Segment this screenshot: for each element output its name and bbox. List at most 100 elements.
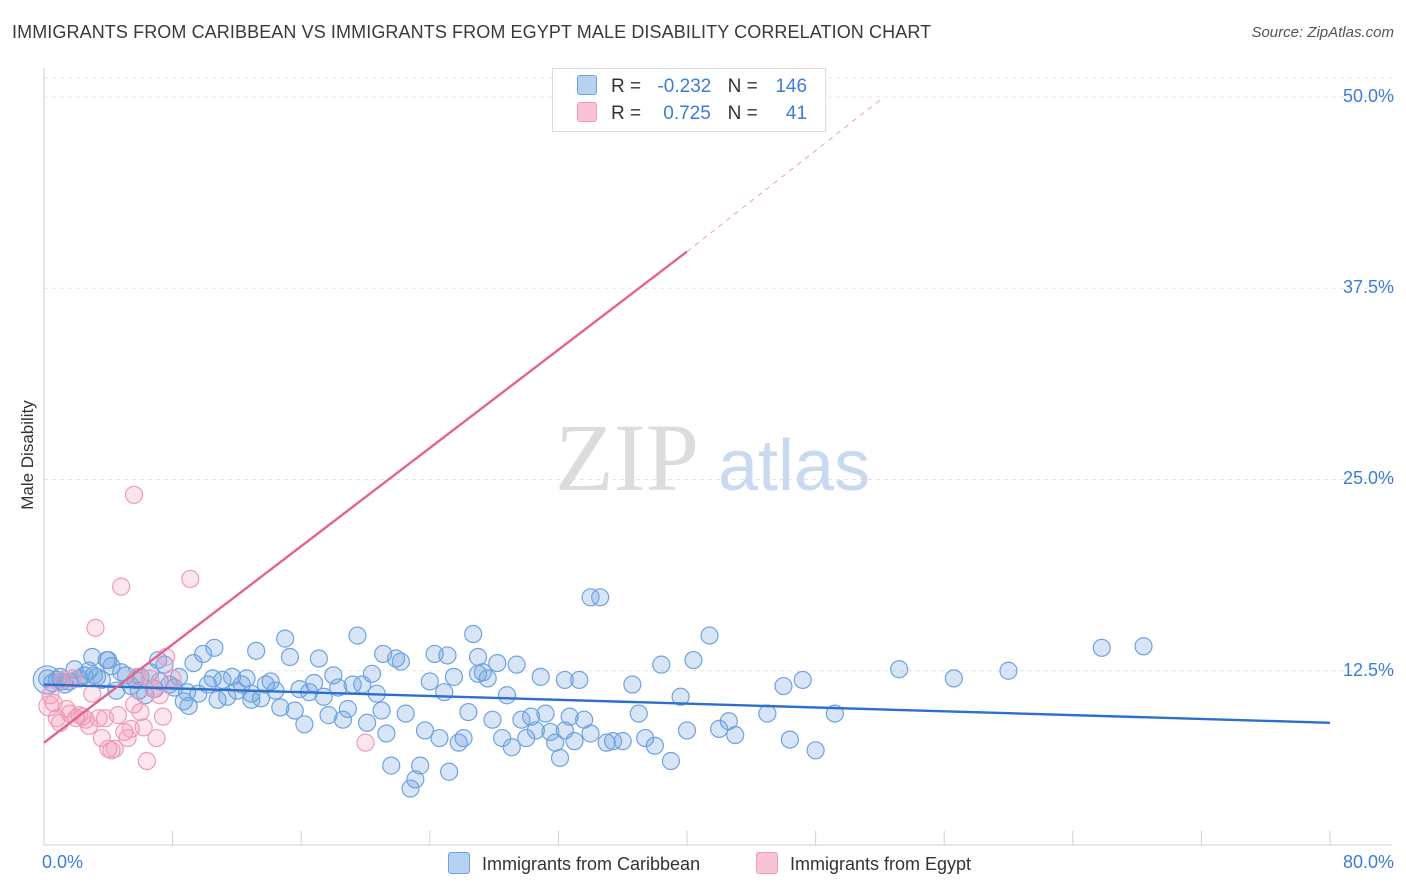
data-point-caribbean (362, 664, 382, 683)
data-point-caribbean (319, 706, 338, 725)
x-tick-label: 0.0% (42, 852, 84, 872)
data-point-caribbean (329, 678, 348, 697)
data-point-caribbean (636, 728, 655, 748)
data-point-caribbean (285, 701, 304, 720)
data-point-caribbean (372, 701, 391, 720)
data-point-caribbean (581, 588, 600, 607)
data-point-egypt (92, 728, 111, 748)
data-point-caribbean (222, 667, 242, 686)
data-point-caribbean (710, 719, 729, 738)
data-point-egypt (86, 618, 105, 638)
y-tick-label: 50.0% (1342, 86, 1394, 106)
data-point-caribbean (555, 670, 574, 690)
data-point-egypt (89, 709, 108, 728)
trend-line-egypt-extension (686, 99, 881, 253)
data-point-caribbean (396, 704, 415, 723)
data-point-caribbean (261, 672, 280, 691)
data-point-caribbean (677, 721, 697, 740)
data-point-caribbean (358, 713, 377, 732)
data-point-caribbean (613, 732, 632, 751)
legend-n-value: 41 (785, 103, 808, 124)
data-point-caribbean (890, 660, 909, 679)
data-point-egypt (112, 577, 131, 596)
data-point-caribbean (401, 779, 420, 798)
trend-line-caribbean (43, 683, 1331, 724)
data-point-caribbean (406, 770, 425, 789)
data-point-egypt (83, 684, 102, 703)
data-point-caribbean (684, 650, 703, 670)
data-point-caribbean (280, 647, 300, 667)
data-point-caribbean (374, 644, 393, 664)
data-point-caribbean (348, 626, 367, 645)
data-point-caribbean (488, 653, 507, 673)
data-point-caribbean (155, 655, 174, 674)
data-point-caribbean (536, 704, 555, 723)
data-point-caribbean (603, 732, 623, 751)
legend-n-value: 146 (775, 76, 808, 97)
data-point-caribbean (232, 675, 251, 694)
data-point-caribbean (454, 728, 473, 748)
data-point-egypt (131, 702, 150, 722)
legend-row-egypt: R = 0.725 N = 41 (577, 102, 807, 126)
data-point-caribbean (517, 728, 536, 748)
legend-swatch-egypt (577, 102, 597, 122)
data-point-caribbean (493, 728, 512, 748)
data-point-caribbean (32, 665, 62, 695)
data-point-caribbean (99, 650, 118, 670)
data-point-caribbean (758, 704, 777, 723)
data-point-caribbean (179, 696, 198, 716)
data-point-caribbean (205, 638, 224, 657)
data-point-caribbean (420, 672, 439, 691)
data-point-egypt (63, 669, 83, 688)
data-point-caribbean (430, 728, 449, 748)
data-point-caribbean (439, 762, 459, 781)
watermark-zip: ZIP (555, 404, 699, 511)
chart-title: IMMIGRANTS FROM CARIBBEAN VS IMMIGRANTS … (12, 22, 932, 42)
data-point-caribbean (780, 730, 799, 749)
bottom-legend-label-caribbean: Immigrants from Caribbean (482, 854, 701, 874)
data-point-caribbean (218, 687, 237, 706)
data-point-caribbean (169, 667, 189, 686)
data-point-caribbean (507, 655, 526, 674)
legend-r-value: -0.232 (657, 76, 712, 97)
bottom-legend-swatch-egypt (756, 852, 778, 874)
data-point-caribbean (793, 670, 812, 690)
data-point-caribbean (774, 676, 793, 696)
data-point-egypt (105, 739, 124, 758)
bottom-legend-label-egypt: Immigrants from Egypt (790, 854, 972, 874)
data-point-caribbean (377, 724, 396, 743)
data-point-egypt (147, 728, 166, 748)
data-point-caribbean (483, 710, 502, 729)
data-point-caribbean (478, 669, 497, 688)
data-point-caribbean (700, 626, 719, 645)
data-point-caribbean (652, 655, 671, 674)
legend-r-label: R = (611, 103, 642, 124)
legend-n-label: N = (727, 103, 758, 124)
data-point-egypt (356, 733, 375, 752)
data-point-egypt (137, 751, 156, 771)
data-point-caribbean (338, 699, 357, 719)
bottom-legend-caribbean: Immigrants from Caribbean (448, 852, 700, 875)
data-point-caribbean (468, 664, 488, 683)
data-point-caribbean (411, 756, 430, 775)
data-point-caribbean (256, 675, 275, 694)
data-point-caribbean (645, 736, 664, 755)
data-point-caribbean (444, 667, 464, 686)
legend-n-label: N = (727, 76, 758, 97)
watermark-atlas: atlas (718, 426, 870, 506)
data-point-caribbean (468, 647, 488, 667)
data-point-caribbean (570, 670, 589, 690)
trend-line-egypt (43, 250, 688, 744)
data-point-caribbean (295, 715, 314, 734)
y-tick-label: 12.5% (1342, 660, 1394, 680)
data-point-egypt (163, 669, 182, 688)
data-point-egypt (150, 686, 169, 705)
data-point-caribbean (242, 690, 261, 709)
x-tick-label: 80.0% (1342, 852, 1394, 872)
data-point-caribbean (591, 588, 610, 607)
data-point-caribbean (382, 756, 401, 775)
y-tick-label: 25.0% (1342, 468, 1394, 488)
data-point-caribbean (944, 669, 963, 688)
data-point-caribbean (806, 741, 825, 760)
legend-row-caribbean: R = -0.232 N = 146 (577, 75, 807, 99)
